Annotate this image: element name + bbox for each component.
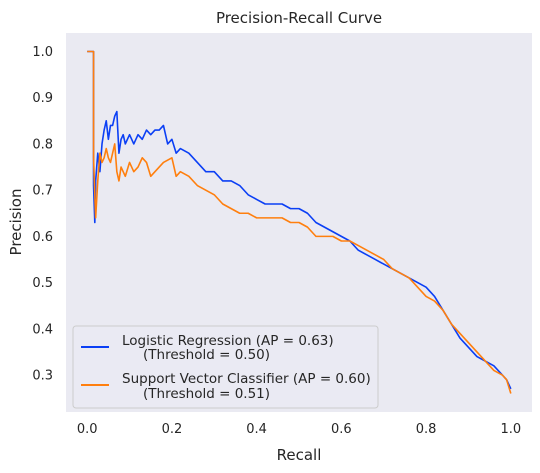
legend-threshold-logistic-regression: (Threshold = 0.50) [143, 347, 270, 363]
legend-box [72, 325, 379, 409]
x-tick-label: 0.6 [331, 422, 352, 437]
y-tick-label: 0.8 [32, 137, 53, 152]
x-tick-label: 1.0 [500, 422, 521, 437]
y-tick-label: 0.7 [32, 184, 53, 199]
series-line-logistic-regression [87, 50, 512, 390]
x-tick-label: 0.2 [162, 422, 183, 437]
y-tick-label: 0.4 [32, 322, 53, 337]
x-tick-label: 0.4 [246, 422, 267, 437]
legend-label-logistic-regression: Logistic Regression (AP = 0.63) [122, 333, 334, 349]
y-tick-label: 0.6 [32, 230, 53, 245]
y-tick-label: 0.9 [32, 91, 53, 106]
y-axis-ticks: 0.3 0.4 0.5 0.6 0.7 0.8 0.9 1.0 [32, 45, 53, 384]
x-tick-label: 0.0 [77, 422, 98, 437]
y-tick-label: 1.0 [32, 45, 53, 60]
legend-label-support-vector-classifier: Support Vector Classifier (AP = 0.60) [122, 371, 371, 387]
legend-threshold-support-vector-classifier: (Threshold = 0.51) [143, 386, 270, 402]
x-axis-ticks: 0.0 0.2 0.4 0.6 0.8 1.0 [77, 422, 521, 437]
series-line-support-vector-classifier [87, 50, 512, 394]
series-layer [87, 50, 512, 394]
y-tick-label: 0.3 [32, 369, 53, 384]
y-axis-label: Precision [7, 189, 25, 256]
y-tick-label: 0.5 [32, 276, 53, 291]
x-tick-label: 0.8 [416, 422, 437, 437]
legend: Logistic Regression (AP = 0.63) (Thresho… [72, 325, 379, 409]
chart-title: Precision-Recall Curve [216, 9, 382, 27]
x-axis-label: Recall [277, 446, 322, 464]
